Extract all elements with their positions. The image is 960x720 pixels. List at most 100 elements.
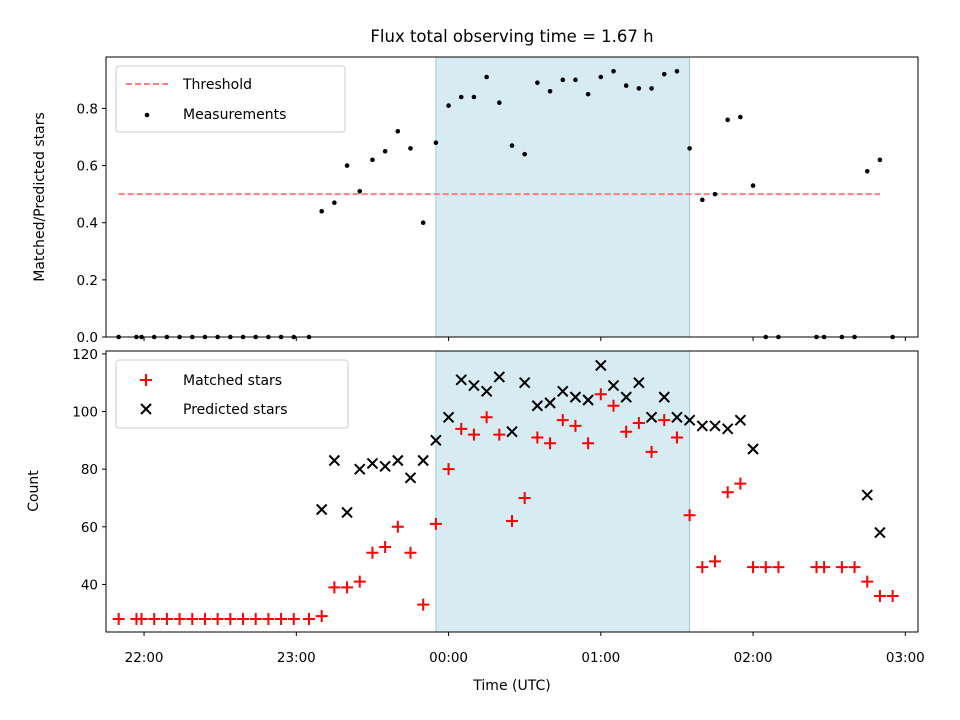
predicted-stars-point: [874, 526, 886, 539]
measurements-point: [649, 86, 654, 91]
matched-stars-point: [506, 515, 518, 528]
matched-stars-point: [747, 561, 760, 574]
measurements-point: [712, 191, 718, 197]
matched-stars-point: [620, 425, 633, 438]
measurements-point: [687, 146, 692, 151]
matched-stars-point: [417, 598, 430, 611]
matched-stars-point: [148, 613, 161, 626]
legend-measurements-label: Measurements: [183, 107, 286, 123]
top-y-axis-title: Matched/Predicted stars: [32, 112, 48, 282]
matched-stars-point: [569, 419, 582, 432]
bottom-legend: Matched stars Predicted stars: [115, 359, 349, 429]
predicted-stars-point: [354, 463, 366, 475]
legend-matched-label: Matched stars: [183, 373, 282, 389]
top-panel: 0.00.20.40.60.8 Matched/Predicted stars …: [32, 56, 919, 346]
measurements-point: [560, 77, 566, 83]
matched-stars-point: [670, 431, 683, 444]
matched-stars-point: [709, 555, 721, 568]
bottom-legend-box: [115, 359, 349, 429]
measurements-point: [522, 151, 527, 157]
predicted-stars-point: [379, 460, 391, 472]
bottom-y-tick-label: 100: [72, 405, 98, 421]
matched-stars-point: [531, 431, 544, 444]
matched-stars-point: [658, 414, 671, 427]
legend-matched-swatch: [140, 374, 152, 386]
predicted-stars-point: [734, 414, 747, 426]
matched-stars-point: [721, 486, 734, 499]
bottom-x-axis: 22:00 23:00 00:00 01:00 02:00 03:00: [125, 632, 925, 666]
bottom-axes-frame: [105, 350, 919, 633]
matched-stars-point: [211, 613, 224, 626]
predicted-stars-point: [721, 423, 734, 435]
x-tick-label: 03:00: [886, 650, 925, 666]
predicted-stars-point: [366, 457, 379, 470]
x-axis-title: Time (UTC): [472, 678, 550, 694]
x-tick-label: 01:00: [581, 650, 620, 666]
matched-stars-point: [645, 445, 658, 458]
measurements-point: [497, 100, 502, 106]
measurements-point: [661, 71, 667, 77]
predicted-stars-point: [480, 385, 493, 398]
predicted-stars-point: [544, 397, 556, 409]
measurements-point: [319, 208, 324, 214]
predicted-stars-point: [315, 503, 328, 516]
top-legend-box: [115, 65, 346, 133]
matched-stars-point: [287, 613, 300, 626]
predicted-stars-point: [557, 385, 569, 398]
matched-stars-point: [607, 399, 620, 412]
measurements-point: [420, 220, 426, 226]
predicted-stars-point: [392, 454, 404, 467]
matched-stars-point: [391, 520, 404, 533]
predicted-stars-point: [633, 376, 645, 389]
predicted-stars-point: [658, 391, 670, 403]
predicted-stars-point: [620, 391, 632, 403]
predicted-stars-point: [696, 420, 709, 432]
matched-stars-point: [455, 422, 468, 435]
top-y-axis: 0.0 0.2 0.4 0.6 0.8: [77, 101, 106, 346]
top-x-axis: [143, 337, 906, 341]
matched-stars-point: [835, 561, 848, 574]
measurements-point: [636, 86, 642, 91]
top-axes-frame: [105, 56, 919, 338]
x-tick-label: 00:00: [429, 650, 468, 666]
matched-stars-point: [341, 581, 354, 594]
measurements-point: [433, 140, 439, 146]
measurements-point: [700, 197, 705, 203]
matched-stars-point: [873, 589, 886, 602]
predicted-stars-point: [328, 454, 341, 467]
measurements-point: [585, 91, 591, 97]
matched-stars-point: [366, 546, 379, 559]
top-y-tick-label: 0.4: [77, 216, 98, 232]
legend-predicted-swatch: [140, 403, 152, 415]
x-tick-label: 23:00: [277, 650, 316, 666]
matched-stars-point: [303, 613, 315, 626]
top-legend: Threshold Measurements: [115, 65, 346, 133]
measurements-point: [674, 68, 680, 74]
legend-threshold-label: Threshold: [182, 77, 252, 93]
measurements-point: [611, 68, 616, 74]
matched-stars-point: [480, 411, 493, 424]
predicted-stars-point: [341, 506, 353, 519]
top-y-tick-label: 0.2: [77, 273, 98, 289]
matched-stars-point: [328, 581, 341, 594]
predicted-stars-point: [595, 359, 607, 372]
top-y-tick-label: 0.0: [77, 330, 98, 346]
predicted-stars-point: [582, 394, 594, 406]
predicted-stars-point: [861, 489, 873, 501]
matched-stars-point: [861, 575, 874, 588]
matched-stars-point: [198, 613, 211, 626]
matched-stars-point: [173, 613, 186, 626]
matched-stars-point: [262, 613, 275, 626]
predicted-stars-point: [531, 400, 544, 412]
measurements-point: [573, 77, 578, 83]
matched-stars-point: [112, 613, 125, 626]
matched-stars-point: [404, 546, 417, 559]
matched-stars-point: [772, 561, 785, 574]
measurements-point: [750, 183, 756, 188]
matched-stars-point: [442, 463, 455, 476]
matched-stars-point: [544, 437, 557, 450]
matched-stars-point: [315, 610, 328, 623]
predicted-stars-point: [569, 391, 582, 403]
matched-stars-point: [518, 491, 531, 504]
measurements-point: [370, 157, 375, 163]
